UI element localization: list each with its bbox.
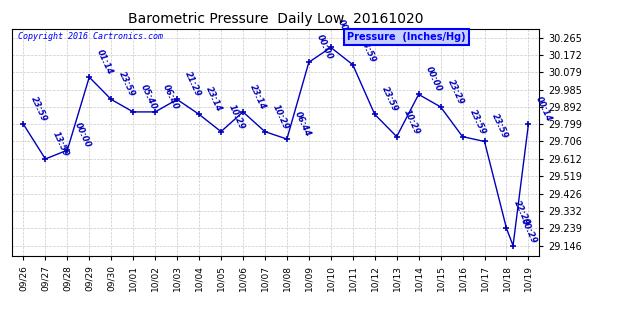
- Text: 23:59: 23:59: [358, 36, 378, 64]
- Text: Copyright 2016 Cartronics.com: Copyright 2016 Cartronics.com: [17, 32, 162, 41]
- Text: 23:14: 23:14: [249, 83, 268, 111]
- Text: 00:00: 00:00: [337, 19, 356, 47]
- Text: 06:40: 06:40: [161, 83, 180, 111]
- Text: 00:14: 00:14: [534, 95, 554, 124]
- Text: 22:29: 22:29: [512, 199, 531, 228]
- Text: 00:00: 00:00: [314, 33, 334, 61]
- Text: 23:59: 23:59: [490, 113, 510, 141]
- Text: 00:00: 00:00: [424, 66, 444, 94]
- Text: 10:29: 10:29: [226, 103, 246, 131]
- Text: 13:59: 13:59: [51, 130, 71, 158]
- Text: 23:59: 23:59: [468, 108, 487, 136]
- Text: 00:00: 00:00: [73, 121, 92, 149]
- Text: Pressure  (Inches/Hg): Pressure (Inches/Hg): [347, 32, 466, 42]
- Text: 00:29: 00:29: [518, 217, 538, 245]
- Text: 23:59: 23:59: [117, 70, 136, 99]
- Text: 23:59: 23:59: [29, 95, 48, 124]
- Text: 10:29: 10:29: [402, 108, 422, 136]
- Text: 01:14: 01:14: [95, 48, 114, 76]
- Title: Barometric Pressure  Daily Low  20161020: Barometric Pressure Daily Low 20161020: [128, 12, 423, 26]
- Text: 23:14: 23:14: [205, 85, 224, 114]
- Text: 06:44: 06:44: [293, 110, 312, 138]
- Text: 21:29: 21:29: [183, 70, 202, 99]
- Text: 23:29: 23:29: [446, 78, 466, 106]
- Text: 05:40: 05:40: [139, 83, 158, 111]
- Text: 10:29: 10:29: [270, 103, 290, 131]
- Text: 23:59: 23:59: [380, 85, 400, 114]
